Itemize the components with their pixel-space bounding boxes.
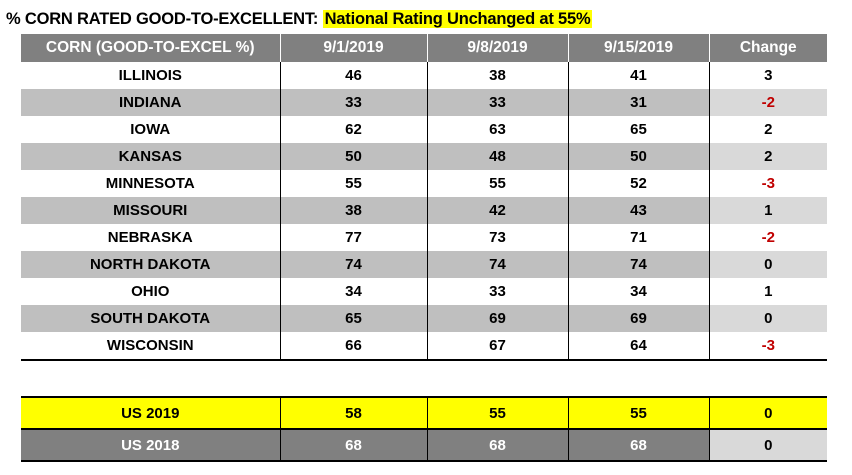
summary-week2: 68 [426,429,568,461]
change-value: 0 [708,251,827,278]
week3-value: 34 [567,278,709,305]
title-prefix: % CORN RATED GOOD-TO-EXCELLENT: [6,10,319,28]
state-name: INDIANA [21,89,280,116]
page-title: % CORN RATED GOOD-TO-EXCELLENT: National… [6,10,593,29]
state-name: MISSOURI [21,197,280,224]
week2-value: 69 [426,305,568,332]
table-row: WISCONSIN 66 67 64 -3 [21,332,827,360]
week2-value: 33 [426,89,568,116]
state-name: KANSAS [21,143,280,170]
week3-value: 71 [567,224,709,251]
week3-value: 64 [567,332,709,360]
change-value: -3 [708,170,827,197]
week1-value: 62 [279,116,427,143]
summary-week3: 68 [567,429,709,461]
week3-value: 52 [567,170,709,197]
week3-value: 50 [567,143,709,170]
week1-value: 65 [279,305,427,332]
summary-week1: 58 [279,397,427,430]
national-summary-table: US 2019 58 55 55 0 US 2018 68 68 68 0 [21,396,827,462]
table-row: MISSOURI 38 42 43 1 [21,197,827,224]
table-row: KANSAS 50 48 50 2 [21,143,827,170]
summary-row-us2018: US 2018 68 68 68 0 [21,429,827,461]
change-value: 0 [708,305,827,332]
week1-value: 77 [279,224,427,251]
header-state: CORN (GOOD-TO-EXCEL %) [21,34,280,62]
summary-label: US 2019 [21,397,280,430]
table-row: NEBRASKA 77 73 71 -2 [21,224,827,251]
state-name: NORTH DAKOTA [21,251,280,278]
week3-value: 31 [567,89,709,116]
table-header-row: CORN (GOOD-TO-EXCEL %) 9/1/2019 9/8/2019… [21,34,827,62]
header-week1: 9/1/2019 [279,34,427,62]
header-change: Change [708,34,827,62]
table-row: IOWA 62 63 65 2 [21,116,827,143]
summary-week3: 55 [567,397,709,430]
week2-value: 55 [426,170,568,197]
header-week3: 9/15/2019 [567,34,709,62]
change-value: -2 [708,224,827,251]
table-row: INDIANA 33 33 31 -2 [21,89,827,116]
change-value: 2 [708,143,827,170]
change-value: 3 [708,62,827,89]
week1-value: 38 [279,197,427,224]
state-name: IOWA [21,116,280,143]
table-row: ILLINOIS 46 38 41 3 [21,62,827,89]
summary-row-us2019: US 2019 58 55 55 0 [21,397,827,430]
change-value: 1 [708,197,827,224]
summary-week1: 68 [279,429,427,461]
summary-change: 0 [708,397,827,430]
summary-change: 0 [708,429,827,461]
week3-value: 74 [567,251,709,278]
state-name: WISCONSIN [21,332,280,360]
week2-value: 63 [426,116,568,143]
change-value: 2 [708,116,827,143]
week2-value: 74 [426,251,568,278]
week1-value: 66 [279,332,427,360]
state-name: ILLINOIS [21,62,280,89]
week3-value: 41 [567,62,709,89]
change-value: 1 [708,278,827,305]
table-row: NORTH DAKOTA 74 74 74 0 [21,251,827,278]
week2-value: 73 [426,224,568,251]
week2-value: 48 [426,143,568,170]
state-name: OHIO [21,278,280,305]
state-ratings-table: CORN (GOOD-TO-EXCEL %) 9/1/2019 9/8/2019… [21,34,827,361]
week1-value: 50 [279,143,427,170]
week2-value: 67 [426,332,568,360]
state-name: SOUTH DAKOTA [21,305,280,332]
week3-value: 69 [567,305,709,332]
week3-value: 65 [567,116,709,143]
week3-value: 43 [567,197,709,224]
week1-value: 46 [279,62,427,89]
change-value: -3 [708,332,827,360]
summary-label: US 2018 [21,429,280,461]
week1-value: 33 [279,89,427,116]
week2-value: 38 [426,62,568,89]
table-row: MINNESOTA 55 55 52 -3 [21,170,827,197]
title-highlight: National Rating Unchanged at 55% [322,10,593,28]
week1-value: 55 [279,170,427,197]
week2-value: 33 [426,278,568,305]
table-row: OHIO 34 33 34 1 [21,278,827,305]
state-name: NEBRASKA [21,224,280,251]
summary-week2: 55 [426,397,568,430]
week1-value: 74 [279,251,427,278]
header-week2: 9/8/2019 [426,34,568,62]
week2-value: 42 [426,197,568,224]
state-name: MINNESOTA [21,170,280,197]
change-value: -2 [708,89,827,116]
week1-value: 34 [279,278,427,305]
table-row: SOUTH DAKOTA 65 69 69 0 [21,305,827,332]
